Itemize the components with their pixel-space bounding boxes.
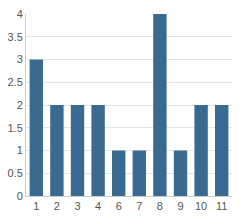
svg-text:1.5: 1.5 bbox=[8, 122, 23, 134]
svg-text:4: 4 bbox=[95, 200, 101, 212]
svg-text:3: 3 bbox=[74, 200, 80, 212]
svg-text:1: 1 bbox=[33, 200, 39, 212]
svg-text:10: 10 bbox=[195, 200, 207, 212]
svg-text:3.5: 3.5 bbox=[8, 31, 23, 43]
svg-text:4: 4 bbox=[17, 8, 23, 20]
svg-text:2: 2 bbox=[17, 99, 23, 111]
svg-text:7: 7 bbox=[136, 200, 142, 212]
svg-text:8: 8 bbox=[157, 200, 163, 212]
svg-text:0.5: 0.5 bbox=[8, 167, 23, 179]
svg-text:1: 1 bbox=[17, 144, 23, 156]
svg-text:6: 6 bbox=[116, 200, 122, 212]
svg-text:2: 2 bbox=[54, 200, 60, 212]
svg-text:2.5: 2.5 bbox=[8, 76, 23, 88]
svg-text:9: 9 bbox=[177, 200, 183, 212]
svg-text:11: 11 bbox=[216, 200, 227, 212]
svg-text:0: 0 bbox=[17, 190, 23, 202]
svg-text:3: 3 bbox=[17, 53, 23, 65]
